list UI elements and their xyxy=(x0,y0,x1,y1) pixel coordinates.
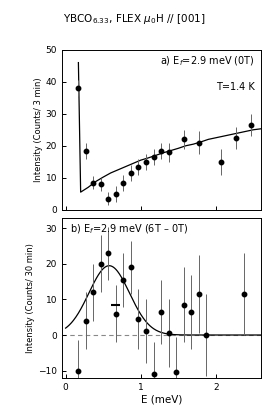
X-axis label: E (meV): E (meV) xyxy=(141,394,182,404)
Y-axis label: Intensity (Counts/ 3 min): Intensity (Counts/ 3 min) xyxy=(34,78,43,182)
Y-axis label: Intensity (Counts/ 30 min): Intensity (Counts/ 30 min) xyxy=(26,243,35,353)
Text: b) E$_f$=2.9 meV (6T – 0T): b) E$_f$=2.9 meV (6T – 0T) xyxy=(70,222,188,236)
Text: YBCO$_{6.33}$, FLEX $\mu_0$H // [001]: YBCO$_{6.33}$, FLEX $\mu_0$H // [001] xyxy=(63,12,206,27)
Text: a) E$_f$=2.9 meV (0T): a) E$_f$=2.9 meV (0T) xyxy=(160,55,255,68)
Text: T=1.4 K: T=1.4 K xyxy=(216,82,255,92)
